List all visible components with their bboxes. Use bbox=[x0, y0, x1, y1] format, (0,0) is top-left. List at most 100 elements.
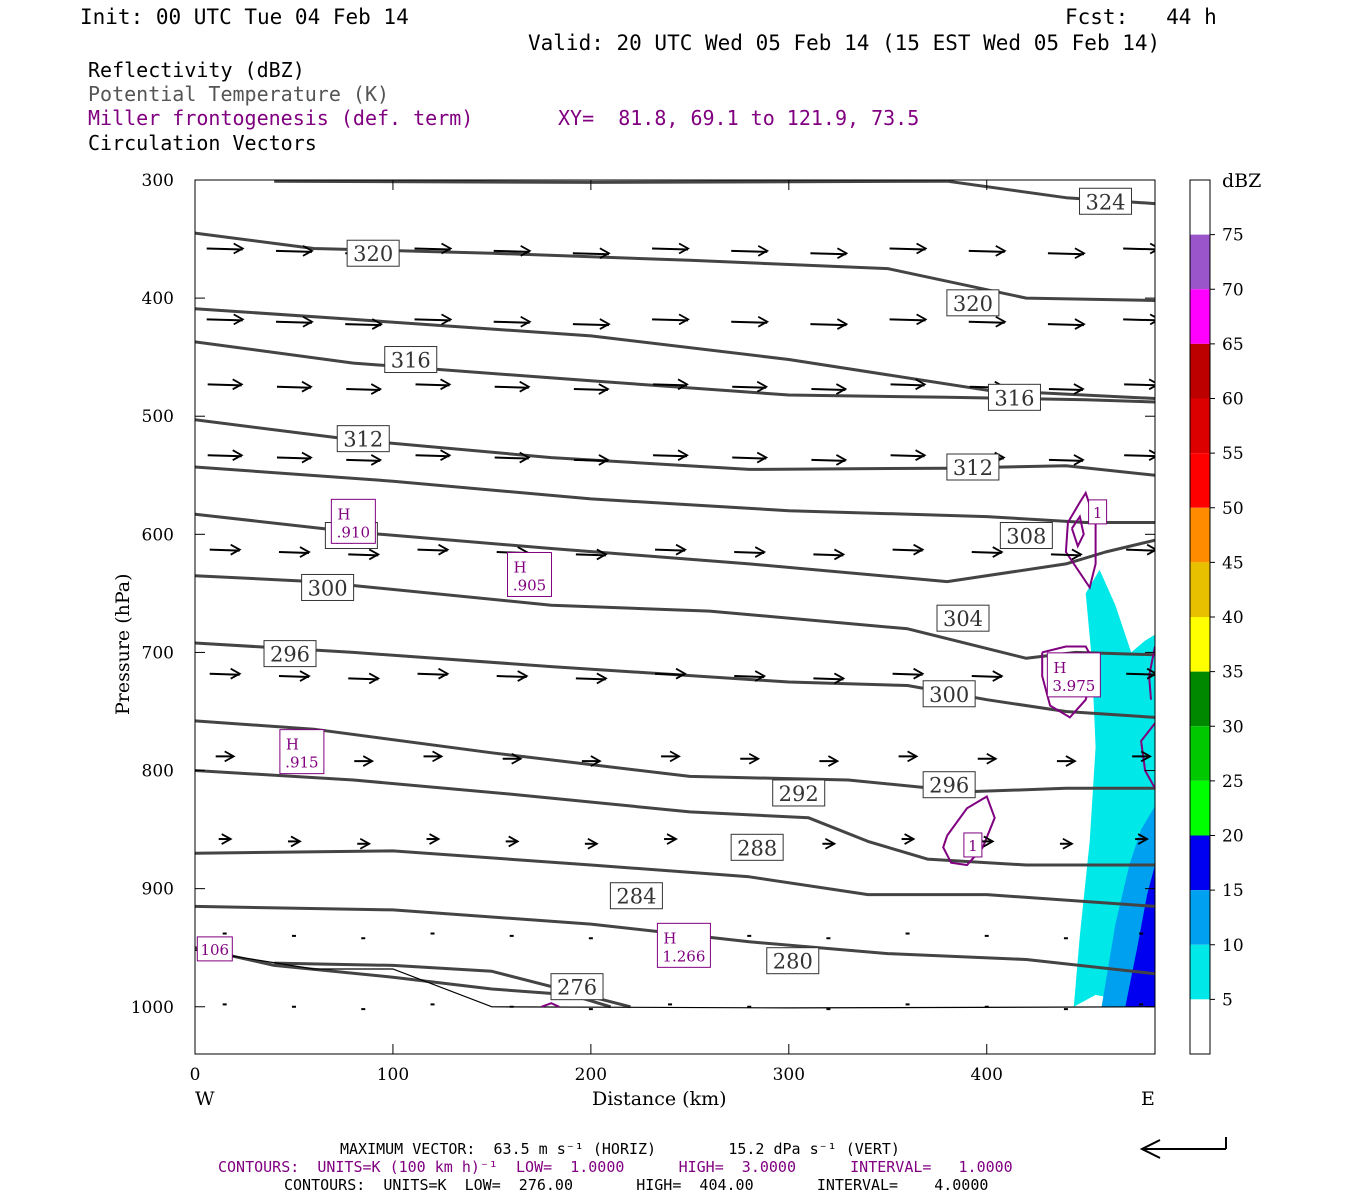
vector-head bbox=[677, 378, 689, 391]
theta-contour bbox=[195, 641, 1155, 719]
theta-contour bbox=[274, 180, 1155, 206]
vector-shaft bbox=[652, 247, 689, 251]
vector-head bbox=[1146, 667, 1155, 680]
cross-section-xy: XY= 81.8, 69.1 to 121.9, 73.5 bbox=[558, 106, 920, 130]
theta-contour bbox=[195, 340, 1155, 404]
frontogenesis-label: H.915 bbox=[279, 729, 325, 775]
colorbar-segment bbox=[1190, 999, 1210, 1054]
vector-shaft bbox=[209, 548, 240, 552]
circulation-vector bbox=[968, 315, 1007, 328]
circulation-vector bbox=[276, 380, 313, 393]
vector-head bbox=[517, 670, 529, 682]
vector-shaft bbox=[209, 672, 240, 676]
frontogenesis-contour bbox=[1070, 514, 1085, 549]
theta-label: 296 bbox=[922, 771, 976, 799]
theta-contour bbox=[195, 719, 1155, 794]
theta-label-box bbox=[336, 425, 390, 453]
theta-label: 300 bbox=[922, 680, 976, 708]
circulation-vector bbox=[1047, 247, 1086, 260]
circulation-vector bbox=[655, 543, 687, 556]
circulation-vector bbox=[1048, 383, 1085, 395]
circulation-vector bbox=[740, 752, 761, 765]
vector-shaft bbox=[811, 458, 846, 462]
frontogenesis-label-value: .915 bbox=[285, 754, 318, 772]
vector-head bbox=[677, 449, 689, 461]
vector-head bbox=[599, 318, 611, 330]
vector-head bbox=[432, 750, 444, 763]
vector-head bbox=[1149, 242, 1155, 255]
circulation-vector bbox=[1047, 318, 1086, 330]
theta-label: 312 bbox=[946, 453, 1000, 481]
theta-label-box bbox=[936, 604, 990, 632]
vector-head bbox=[596, 548, 608, 561]
colorbar-segment bbox=[1190, 780, 1210, 836]
frontogenesis-label-box bbox=[330, 498, 376, 544]
init-time: Init: 00 UTC Tue 04 Feb 14 bbox=[80, 5, 409, 29]
vector-head bbox=[508, 835, 520, 848]
vector-shaft bbox=[1124, 383, 1155, 387]
circulation-vector bbox=[1124, 449, 1155, 461]
vector-head bbox=[520, 315, 532, 328]
theta-label-box bbox=[922, 680, 976, 708]
vector-head bbox=[1140, 750, 1152, 763]
vector-shaft bbox=[414, 318, 451, 322]
circulation-vector bbox=[968, 245, 1007, 257]
circulation-vector bbox=[575, 548, 608, 561]
theta-label-box bbox=[609, 882, 663, 910]
vector-head bbox=[301, 451, 313, 464]
vector-shaft bbox=[346, 388, 381, 392]
vector-head bbox=[986, 752, 998, 765]
vector-head bbox=[754, 670, 767, 682]
circulation-vector bbox=[345, 318, 384, 330]
circulation-vector bbox=[1048, 454, 1085, 466]
theta-label: 316 bbox=[384, 346, 438, 374]
theta-label-box bbox=[1079, 187, 1133, 215]
frontogenesis-label-box bbox=[279, 729, 325, 775]
vector-head bbox=[368, 672, 381, 685]
vector-head bbox=[835, 383, 848, 395]
theta-contour bbox=[195, 904, 1155, 976]
y-axis-label: Pressure (hPa) bbox=[112, 573, 134, 715]
circulation-vector bbox=[494, 380, 531, 393]
vector-shaft bbox=[417, 672, 448, 676]
vector-head bbox=[913, 543, 925, 556]
circulation-vector bbox=[977, 752, 998, 765]
theta-label-box bbox=[999, 522, 1053, 550]
vector-shaft bbox=[278, 551, 310, 555]
vector-head bbox=[371, 318, 384, 330]
theta-label-text: 276 bbox=[557, 976, 597, 1000]
circulation-vector bbox=[810, 318, 849, 330]
vector-shaft bbox=[1123, 247, 1155, 251]
circulation-vector bbox=[652, 313, 690, 326]
circulation-vector bbox=[502, 752, 523, 765]
vector-head bbox=[368, 548, 381, 561]
circulation-vector bbox=[493, 315, 532, 328]
x-tick-label: 100 bbox=[377, 1065, 409, 1085]
vector-head bbox=[833, 672, 846, 685]
vector-shaft bbox=[971, 675, 1002, 679]
circulation-vector bbox=[731, 315, 770, 328]
circulation-vector bbox=[207, 449, 244, 461]
vector-shaft bbox=[573, 388, 608, 392]
vector-head bbox=[224, 750, 236, 763]
theta-label-text: 284 bbox=[616, 885, 656, 909]
vector-head bbox=[1065, 755, 1077, 767]
circulation-vector bbox=[276, 451, 313, 464]
vector-head bbox=[1148, 378, 1155, 391]
vector-shaft bbox=[348, 677, 379, 681]
frontogenesis-contour bbox=[541, 1002, 560, 1008]
theta-label-box bbox=[263, 640, 317, 668]
circulation-vector bbox=[414, 313, 453, 326]
colorbar-tick-label: 75 bbox=[1222, 226, 1244, 246]
theta-label-box bbox=[730, 833, 784, 861]
vector-head bbox=[835, 454, 848, 466]
circulation-vector bbox=[415, 378, 452, 391]
theta-label-text: 280 bbox=[773, 950, 813, 974]
vector-head bbox=[299, 670, 311, 682]
colorbar-tick-label: 40 bbox=[1222, 608, 1244, 628]
vector-head bbox=[1062, 837, 1074, 850]
frontogenesis-label-kind: H bbox=[337, 505, 350, 523]
theta-label-box bbox=[922, 771, 976, 799]
circulation-vector bbox=[731, 245, 770, 257]
vector-head bbox=[756, 451, 769, 464]
